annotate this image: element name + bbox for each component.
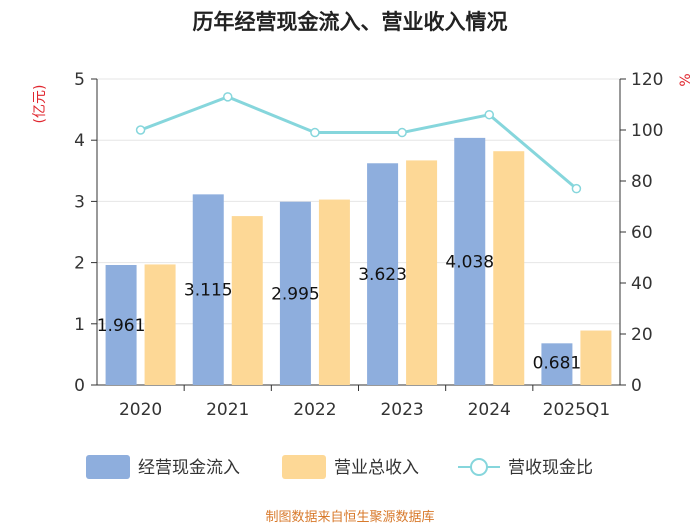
x-tick-label: 2023 [380,400,423,420]
right-tick-label: 60 [631,223,653,243]
left-tick-label: 0 [74,376,85,396]
x-tick-label: 2022 [293,400,336,420]
bar-revenue [144,264,176,385]
legend-swatch-revenue [282,455,326,479]
ratio-point [310,127,320,138]
x-tick-label: 2021 [206,400,249,420]
right-tick-label: 20 [631,325,653,345]
right-tick-label: 0 [631,376,642,396]
left-tick-label: 1 [74,315,85,335]
bar-data-label: 3.115 [184,281,233,301]
ratio-line-path [140,95,578,190]
legend-label-cash: 经营现金流入 [138,458,240,478]
left-tick-label: 2 [74,254,85,274]
bar-data-label: 2.995 [271,284,320,304]
legend-marker-ratio [470,458,488,476]
bar-revenue [406,160,438,385]
bar-revenue [318,199,350,385]
bar-cash-inflow [454,137,486,385]
ratio-point [135,125,146,135]
x-tick-label: 2024 [468,400,511,420]
left-axis-unit: (亿元) [32,85,48,124]
right-tick-label: 40 [631,274,653,294]
left-tick-label: 3 [74,192,85,212]
bar-labels: 1.961 3.115 2.995 3.623 4.038 0.681 [97,252,582,373]
bar-cash-inflow [192,194,224,385]
bar-cash-inflow [279,201,311,385]
right-tick-label: 100 [631,121,663,141]
gridlines [97,78,620,325]
left-tick-label: 5 [74,70,85,90]
source-note: 制图数据来自恒生聚源数据库 [265,510,435,525]
legend: 经营现金流入 营业总收入 营收现金比 [86,455,593,479]
x-tick-label: 2025Q1 [543,400,610,420]
bar-revenue [493,151,525,385]
chart-title: 历年经营现金流入、营业收入情况 [192,10,508,34]
ratio-point [223,92,233,102]
ratio-point [484,109,494,120]
bar-data-label: 1.961 [97,316,146,336]
right-axis-unit: % [678,73,694,86]
bar-cash-inflow [367,163,399,385]
bar-cash-inflow [105,264,137,385]
ratio-point [571,183,582,194]
bar-revenue [580,330,612,385]
bar-data-label: 0.681 [533,353,582,373]
legend-label-revenue: 营业总收入 [334,458,419,478]
bar-revenue [231,216,263,385]
right-tick-label: 120 [631,70,663,90]
left-tick-label: 4 [74,131,85,151]
right-tick-label: 80 [631,172,653,192]
bar-data-label: 4.038 [445,252,494,272]
ratio-line [135,92,582,194]
legend-label-ratio: 营收现金比 [508,458,593,478]
bar-data-label: 3.623 [358,265,407,285]
axes: 0 1 2 3 4 5 0 20 40 60 80 100 120 (亿元)% 2020 2021 2022 20… [32,70,694,420]
x-tick-label: 2020 [119,400,162,420]
ratio-point [397,127,407,138]
bars [105,137,612,385]
legend-swatch-cash [86,455,130,479]
bar-cash-inflow [541,343,573,385]
